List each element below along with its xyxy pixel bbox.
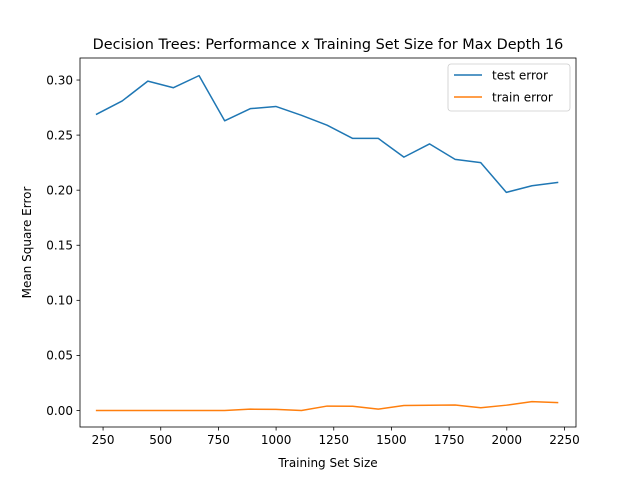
legend-label-train-error: train error — [492, 91, 553, 105]
x-tick-label: 250 — [92, 433, 115, 447]
x-axis: 250 500 750 1000 1250 1500 1750 2000 2250 — [92, 427, 580, 447]
plot-frame — [79, 57, 577, 428]
x-tick-label: 750 — [207, 433, 230, 447]
y-tick-label: 0.25 — [46, 128, 73, 142]
plot-lines — [95, 74, 559, 412]
x-axis-label: Training Set Size — [277, 456, 377, 470]
y-tick-label: 0.00 — [46, 404, 73, 418]
x-tick-label: 1000 — [261, 433, 292, 447]
y-tick-label: 0.10 — [46, 294, 73, 308]
x-tick-label: 1250 — [318, 433, 349, 447]
series-line-test-error — [95, 74, 559, 194]
y-tick-label: 0.05 — [46, 349, 73, 363]
x-tick-label: 1500 — [376, 433, 407, 447]
y-tick-label: 0.15 — [46, 239, 73, 253]
legend: test error train error — [447, 63, 571, 112]
x-tick-label: 500 — [149, 433, 172, 447]
x-tick-label: 2250 — [549, 433, 580, 447]
y-tick-label: 0.30 — [46, 73, 73, 87]
x-tick-label: 2000 — [492, 433, 523, 447]
legend-label-test-error: test error — [492, 69, 548, 83]
y-axis: 0.00 0.05 0.10 0.15 0.20 0.25 0.30 — [46, 73, 80, 418]
series-line-train-error — [95, 400, 559, 412]
y-axis-label: Mean Square Error — [20, 187, 34, 299]
y-tick-label: 0.20 — [46, 183, 73, 197]
chart-title: Decision Trees: Performance x Training S… — [93, 37, 564, 53]
x-tick-label: 1750 — [434, 433, 465, 447]
